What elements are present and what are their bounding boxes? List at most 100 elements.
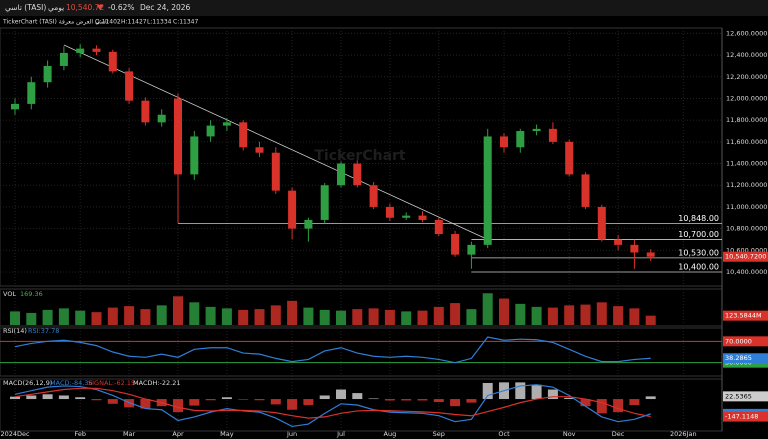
candle-body bbox=[222, 122, 231, 126]
volume-bar bbox=[319, 309, 330, 325]
y-tick-label: 11,200.0000 bbox=[726, 181, 767, 189]
macd-hist-bar bbox=[352, 393, 363, 400]
x-tick-label: Mar bbox=[123, 430, 136, 438]
ohlc-open: O:11402 bbox=[95, 19, 121, 26]
macd-hist-bar bbox=[58, 395, 69, 400]
volume-last-label: 123.5844M bbox=[725, 312, 762, 320]
volume-bar bbox=[580, 304, 591, 325]
price: 10,540.72 bbox=[66, 3, 104, 12]
macd-hist-bar bbox=[547, 389, 558, 400]
candle-body bbox=[483, 136, 492, 245]
macd-label-box bbox=[723, 391, 768, 402]
y-tick-label: 10,600.0000 bbox=[726, 246, 767, 254]
macd-hist-bar bbox=[645, 396, 656, 400]
x-tick-label: Sep bbox=[433, 430, 445, 438]
legend: TickerChart (TASI) تاسي العرض معرفة bbox=[2, 19, 109, 26]
macd-label: 22.5365 bbox=[725, 392, 752, 400]
macd-hist-bar bbox=[205, 399, 216, 401]
macd-hist-bar bbox=[629, 399, 640, 405]
x-tick-label: Feb bbox=[74, 430, 86, 438]
candle-body bbox=[353, 163, 362, 186]
candle-body bbox=[516, 131, 525, 148]
macd-hist-bar bbox=[596, 399, 607, 414]
hist-readout: MACDH:-22.21 bbox=[133, 379, 181, 387]
macd-hist-bar bbox=[270, 399, 281, 405]
macd-readout: MACD:-84.36 bbox=[50, 379, 93, 387]
macd-hist-bar bbox=[10, 396, 20, 400]
volume-bar bbox=[629, 308, 640, 325]
x-tick-label: Aug bbox=[384, 430, 397, 438]
rsi-last-box bbox=[723, 353, 768, 364]
candle-body bbox=[597, 206, 606, 240]
candle-body bbox=[255, 147, 264, 153]
volume-bar bbox=[352, 309, 363, 325]
macd-hist-bar bbox=[417, 399, 428, 401]
macd-hist-bar bbox=[303, 399, 314, 405]
symbol: تاسي (TASI) bbox=[5, 3, 46, 12]
y-tick-label: 11,600.0000 bbox=[726, 138, 767, 146]
volume-bar bbox=[547, 307, 558, 325]
volume-bar bbox=[368, 308, 379, 325]
last-price-label: 10,540.7200 bbox=[725, 253, 766, 261]
macd-title: MACD(26,12,9) bbox=[3, 379, 52, 387]
volume-bar bbox=[450, 303, 461, 325]
trendline bbox=[63, 44, 485, 239]
x-tick-label: Dec bbox=[612, 430, 625, 438]
macd-hist-bar bbox=[75, 397, 86, 400]
y-tick-label: 12,200.0000 bbox=[726, 73, 767, 81]
candle-body bbox=[27, 82, 36, 104]
watermark: TickerChart bbox=[314, 148, 406, 164]
candle-body bbox=[76, 48, 85, 53]
candle-body bbox=[43, 65, 52, 83]
candle-body bbox=[11, 103, 19, 110]
candle-body bbox=[125, 71, 134, 101]
volume-bar bbox=[466, 309, 477, 325]
macd-hist-bar bbox=[189, 399, 200, 406]
macd-hist-bar bbox=[401, 399, 412, 401]
candle-body bbox=[271, 152, 280, 191]
candle-body bbox=[141, 100, 150, 123]
volume-bar bbox=[221, 308, 232, 325]
macd-hist-bar bbox=[564, 397, 575, 400]
volume-bar bbox=[499, 298, 509, 325]
ohlc-high: H:11427 bbox=[121, 19, 147, 26]
macd-hist-bar bbox=[221, 397, 232, 400]
candle-body bbox=[451, 234, 460, 255]
x-tick-label: Jun bbox=[286, 430, 297, 438]
macd-hist-bar bbox=[433, 399, 444, 403]
macd-label: -147.1148 bbox=[725, 413, 758, 421]
rsi-band-box bbox=[723, 336, 768, 347]
macd-hist-bar bbox=[140, 399, 151, 409]
period: يومي bbox=[48, 3, 64, 12]
rsi-readout: RSI:37.78 bbox=[28, 327, 59, 335]
volume-bar bbox=[303, 307, 314, 325]
macd-hist-bar bbox=[368, 398, 379, 400]
y-tick-label: 12,600.0000 bbox=[726, 29, 767, 37]
y-tick-label: 10,400.0000 bbox=[726, 268, 767, 276]
candle-body bbox=[646, 252, 655, 257]
volume-bar bbox=[26, 312, 37, 325]
candle-body bbox=[157, 114, 166, 123]
ohlc-low: L:11334 bbox=[147, 19, 172, 26]
candle-body bbox=[548, 128, 557, 142]
candle-body bbox=[206, 125, 215, 137]
macd-hist-bar bbox=[26, 395, 37, 400]
last-price-box bbox=[723, 251, 768, 262]
level-label: 10,530.00 bbox=[678, 248, 719, 257]
candle-body bbox=[190, 136, 199, 175]
candle-body bbox=[418, 215, 427, 220]
volume-bar bbox=[596, 302, 607, 325]
macd-hist-bar bbox=[254, 399, 265, 401]
volume-bar bbox=[107, 307, 118, 325]
macd-hist-bar bbox=[515, 382, 526, 400]
y-tick-label: 11,400.0000 bbox=[726, 160, 767, 168]
y-tick-label: 12,400.0000 bbox=[726, 51, 767, 59]
macd-line bbox=[14, 384, 651, 428]
volume-bar bbox=[515, 303, 526, 325]
candle-body bbox=[385, 206, 394, 218]
ohlc-close: C:11347 bbox=[173, 19, 198, 26]
rsi-last-label: 38.2865 bbox=[725, 354, 752, 362]
rsi-title: RSI(14) bbox=[3, 327, 27, 335]
candle-body bbox=[288, 190, 297, 229]
